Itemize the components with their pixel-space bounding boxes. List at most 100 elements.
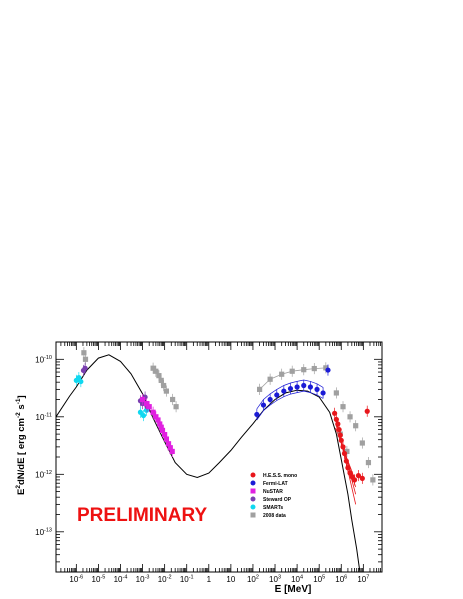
data-point <box>279 371 285 377</box>
data-point <box>340 404 346 410</box>
fermi-band-lower <box>256 390 324 421</box>
data-point <box>267 376 273 382</box>
data-point <box>320 390 326 396</box>
data-point <box>153 414 159 420</box>
data-point <box>294 384 300 390</box>
data-point <box>314 386 320 392</box>
x-tick-label-base: 10 <box>269 575 278 584</box>
x-tick-label-base: 10 <box>313 575 322 584</box>
x-tick-label: 10-6 <box>69 575 83 585</box>
y-tick-label-base: 10 <box>35 528 44 537</box>
ylabel-part-1: 2 <box>15 485 22 489</box>
data-point <box>307 384 314 390</box>
data-point <box>157 421 163 427</box>
data-point <box>139 396 146 403</box>
y-tick-label: 10-13 <box>35 527 52 537</box>
data-point <box>333 390 339 396</box>
data-point <box>82 365 88 371</box>
data-point <box>155 417 161 423</box>
data-point <box>169 448 175 455</box>
data-point <box>365 459 372 466</box>
ylabel-part-0: E <box>16 489 27 495</box>
data-point <box>301 367 307 373</box>
data-point <box>140 412 147 419</box>
data-point <box>336 426 342 433</box>
ylabel-part-5: -1 <box>15 398 22 404</box>
plot-area: 10-6 10-5 10-4 10-3 10-2 10-1 1 10 102 103 104 105 1… <box>35 341 383 585</box>
data-point <box>170 396 176 403</box>
data-point <box>332 410 338 416</box>
model-curve <box>56 354 361 572</box>
x-tick-label-base: 10 <box>226 575 235 584</box>
y-tick-label: 10-11 <box>36 412 52 422</box>
y-axis-label: E2dN/dE [ erg cm-2 s-1] <box>15 395 27 495</box>
x-tick-label-base: 10 <box>158 575 167 584</box>
legend-marker <box>250 480 256 486</box>
x-axis-label: E [MeV] <box>275 584 312 595</box>
data-point <box>82 356 89 362</box>
data-point <box>344 448 350 455</box>
data-point <box>274 392 280 398</box>
data-point <box>359 475 365 481</box>
data-point <box>341 450 348 457</box>
x-tick-label-base: 10 <box>335 575 344 584</box>
legend-marker <box>250 496 256 502</box>
ylabel-part-4: s <box>16 404 27 412</box>
x-tick-label-base: 10 <box>136 575 145 584</box>
data-point <box>353 423 359 429</box>
x-tick-label-base: 10 <box>247 575 256 584</box>
x-tick-label-exp: -6 <box>78 575 83 581</box>
x-tick-label-base: 10 <box>291 575 300 584</box>
ylabel-part-2: dN/dE [ erg cm <box>16 418 27 485</box>
data-point <box>162 432 168 438</box>
data-point <box>150 409 156 415</box>
y-tick-label-base: 10 <box>35 355 44 364</box>
legend-marker <box>250 472 256 478</box>
x-tick-label-base: 10 <box>357 575 366 584</box>
y-tick-label-exp: -10 <box>44 355 52 361</box>
legend-label: Steward OP <box>263 497 292 503</box>
ylabel-part-3: -2 <box>15 412 22 418</box>
data-point <box>301 382 307 389</box>
data-point <box>370 477 376 483</box>
data-point <box>163 388 169 394</box>
data-point <box>323 365 329 371</box>
data-point <box>159 427 166 434</box>
legend: H.E.S.S. mono Fermi-LAT NuSTAR Steward OP SM… <box>250 472 297 519</box>
data-point <box>256 386 263 392</box>
data-point <box>173 404 179 410</box>
data-point <box>81 350 87 356</box>
x-tick-label: 107 <box>357 575 369 585</box>
x-tick-label-exp: -1 <box>189 575 194 581</box>
x-tick-label-exp: 5 <box>322 575 325 581</box>
x-tick-label: 105 <box>313 575 325 585</box>
x-tick-label: 10 <box>226 575 235 584</box>
ylabel: E2dN/dE [ erg cm-2 s-1] <box>15 395 27 495</box>
data-point <box>359 440 365 446</box>
data-point <box>351 477 358 483</box>
data-point <box>165 441 172 447</box>
data-point <box>78 378 84 385</box>
x-tick-label-exp: -3 <box>145 575 150 581</box>
data-point <box>267 396 273 403</box>
legend-label: Fermi-LAT <box>263 481 288 487</box>
data-point <box>289 368 295 374</box>
data-point <box>150 365 156 371</box>
data-point <box>254 411 260 418</box>
data-point <box>311 365 317 372</box>
y-tick-label: 10-12 <box>35 470 52 480</box>
y-tick-label-base: 10 <box>36 413 45 422</box>
data-point <box>345 465 351 471</box>
data-point <box>287 385 294 392</box>
data-point <box>337 432 343 438</box>
data-point <box>76 375 82 381</box>
x-tick-label-base: 10 <box>180 575 189 584</box>
x-tick-label: 10-3 <box>136 575 150 585</box>
legend-label: SMARTs <box>263 505 283 511</box>
x-tick-label-exp: 2 <box>256 575 259 581</box>
x-tick-label-exp: -4 <box>122 575 127 581</box>
data-point <box>158 377 164 383</box>
x-tick-label: 1 <box>207 575 212 584</box>
legend-marker <box>250 488 256 494</box>
x-tick-label-exp: 7 <box>366 575 369 581</box>
